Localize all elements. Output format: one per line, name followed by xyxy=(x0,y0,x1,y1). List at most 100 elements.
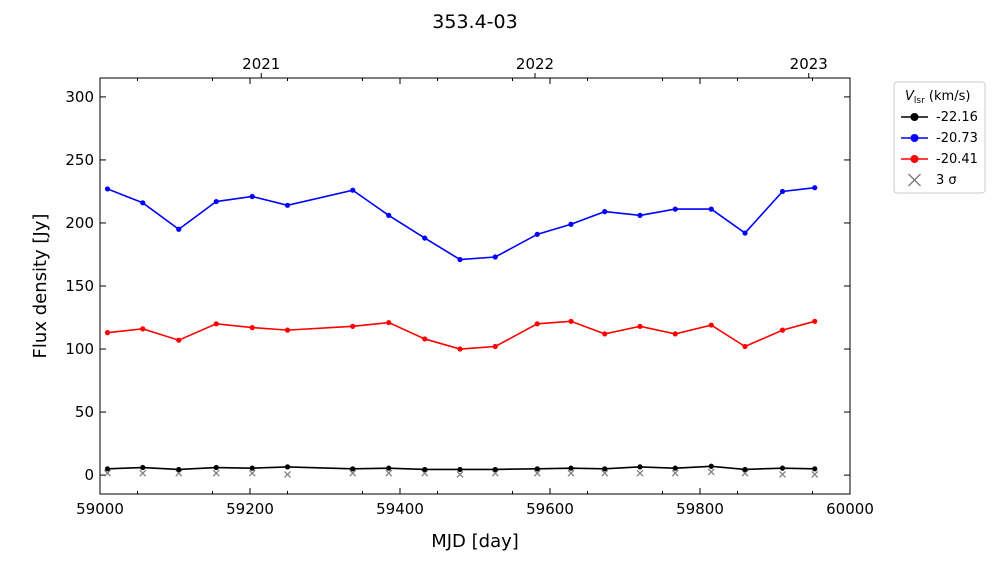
series-line-0 xyxy=(107,465,815,471)
data-point-2 xyxy=(534,321,540,327)
data-point-1 xyxy=(422,235,428,241)
series-line-2 xyxy=(107,320,815,350)
legend-box xyxy=(893,81,986,194)
data-point-2 xyxy=(457,346,463,352)
data-point-0 xyxy=(492,466,498,473)
legend-title-sub: lsr xyxy=(914,96,925,106)
sigma3-marker xyxy=(284,471,291,478)
sigma3-marker xyxy=(349,469,357,477)
y-tick-label: 150 xyxy=(65,277,94,295)
year-tick-label: 2022 xyxy=(516,55,554,73)
data-point-2 xyxy=(104,330,111,336)
legend-label: -20.73 xyxy=(936,131,978,146)
x-tick-label: 59400 xyxy=(376,500,424,518)
data-point-0 xyxy=(742,466,748,473)
data-point-2 xyxy=(249,325,255,331)
data-point-1 xyxy=(284,202,291,208)
data-point-2 xyxy=(742,343,748,350)
y-tick-label: 0 xyxy=(84,466,94,484)
sigma3-marker xyxy=(636,469,644,477)
data-point-0 xyxy=(779,465,786,471)
data-point-0 xyxy=(637,464,643,470)
data-point-1 xyxy=(176,226,182,232)
sigma3-marker xyxy=(175,469,183,477)
axes: 59000 59200 59400 59600 59800 60000 0 50 100 150 2… xyxy=(65,55,874,518)
data-point-0 xyxy=(140,464,146,471)
y-tick-label: 200 xyxy=(65,214,94,232)
legend-title-units: (km/s) xyxy=(925,89,971,104)
sigma3-marker xyxy=(811,471,819,478)
data-point-2 xyxy=(422,336,428,342)
series-layer xyxy=(104,185,819,478)
series-line-1 xyxy=(107,186,815,261)
data-point-1 xyxy=(637,212,643,219)
data-point-0 xyxy=(457,466,463,473)
legend-marker xyxy=(910,134,919,142)
data-point-0 xyxy=(602,466,608,472)
data-point-0 xyxy=(104,466,111,472)
x-tick-label: 59000 xyxy=(76,500,124,518)
data-point-0 xyxy=(350,466,356,472)
sigma3-marker xyxy=(104,469,111,477)
data-point-0 xyxy=(386,465,392,471)
data-point-2 xyxy=(213,321,219,327)
data-point-1 xyxy=(672,206,678,212)
legend-entry: -20.41 xyxy=(901,152,978,167)
year-tick-label: 2023 xyxy=(790,55,828,73)
sigma3-marker xyxy=(212,469,220,477)
legend-title-main: V xyxy=(905,89,915,104)
x-tick-label: 59800 xyxy=(676,500,724,518)
chart-title: 353.4-03 xyxy=(432,11,517,33)
data-point-0 xyxy=(249,465,255,471)
data-point-2 xyxy=(350,323,356,329)
data-point-2 xyxy=(779,327,786,333)
data-point-1 xyxy=(534,231,540,237)
legend-marker xyxy=(910,113,919,121)
legend-label: -22.16 xyxy=(936,110,978,125)
data-point-2 xyxy=(812,318,818,324)
data-point-1 xyxy=(140,200,146,206)
data-point-0 xyxy=(534,466,540,472)
data-point-2 xyxy=(568,318,574,324)
sigma3-marker xyxy=(456,471,464,478)
data-point-2 xyxy=(492,343,498,350)
data-point-0 xyxy=(422,466,428,473)
sigma3-marker xyxy=(139,469,147,477)
legend-label: -20.41 xyxy=(936,152,978,167)
legend-title: Vlsr (km/s) xyxy=(905,89,970,106)
data-point-1 xyxy=(104,186,111,192)
plot-frame xyxy=(99,77,851,495)
sigma3-marker xyxy=(248,469,256,477)
y-tick-label: 50 xyxy=(75,403,94,421)
data-point-1 xyxy=(708,206,714,212)
data-point-1 xyxy=(386,212,392,219)
data-point-2 xyxy=(602,331,608,337)
data-point-2 xyxy=(140,326,146,332)
x-axis-title: MJD [day] xyxy=(431,531,519,552)
data-point-0 xyxy=(213,464,219,471)
sigma3-marker xyxy=(601,469,609,477)
legend-marker xyxy=(910,155,919,163)
data-point-1 xyxy=(350,187,356,193)
sigma3-marker xyxy=(671,469,679,477)
legend-entries: -22.16 -20.73 -20.41 3 σ xyxy=(901,110,978,188)
data-point-2 xyxy=(386,319,392,326)
legend-entry: 3 σ xyxy=(907,173,957,188)
legend-entry: -22.16 xyxy=(901,110,978,125)
legend-entry: -20.73 xyxy=(901,131,978,146)
sigma3-marker xyxy=(385,469,393,477)
data-point-2 xyxy=(708,322,714,328)
data-point-0 xyxy=(284,464,291,470)
data-point-2 xyxy=(284,327,291,333)
sigma3-marker xyxy=(533,469,541,477)
data-point-1 xyxy=(742,230,748,236)
data-point-1 xyxy=(568,221,574,227)
data-point-0 xyxy=(176,466,182,473)
sigma3-marker xyxy=(741,469,749,477)
sigma3-marker xyxy=(491,469,499,477)
data-point-1 xyxy=(812,185,818,191)
legend: Vlsr (km/s) -22.16 -20.73 -20.41 3 σ xyxy=(893,81,986,194)
data-point-2 xyxy=(176,337,182,343)
sigma3-marker xyxy=(707,468,715,476)
